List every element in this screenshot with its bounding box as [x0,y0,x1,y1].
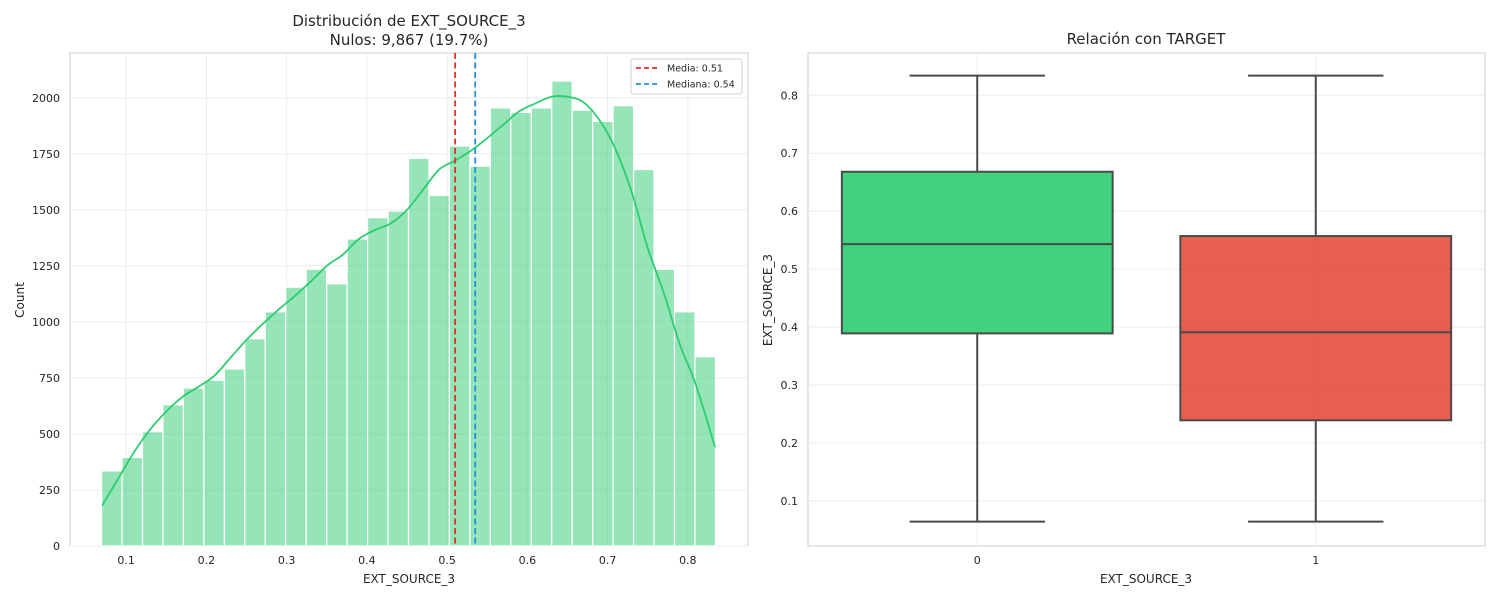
x-tick-label: 0.7 [599,554,617,567]
histogram-bar [448,145,471,547]
box-1 [1179,74,1453,523]
y-tick-label: 750 [39,372,60,385]
y-tick-label: 1000 [32,316,60,329]
histogram-bar [428,194,451,547]
histogram-bar [551,80,573,547]
histogram-panel: 0.1 0.2 0.3 0.4 0.5 0.6 0.7 0.8 0 250 500 750 1000 1… [13,12,749,586]
histogram-bar [571,109,594,547]
y-tick-label: 0.3 [781,379,799,392]
histogram-bar [141,431,164,547]
box-body [840,170,1114,335]
y-tick-label: 1750 [32,148,60,161]
histogram-bar [694,356,717,547]
histogram-y-ticks: 0 250 500 750 1000 1250 1500 1750 2000 [32,92,60,553]
histogram-bar [653,268,676,547]
x-tick-label: 1 [1312,554,1319,567]
y-tick-label: 0.5 [781,263,799,276]
y-tick-label: 0 [53,540,60,553]
y-tick-label: 250 [39,484,60,497]
histogram-bar [612,105,635,547]
legend-box [630,58,743,95]
y-tick-label: 0.6 [781,205,799,218]
histogram-bar [530,107,553,547]
histogram-bar [101,470,123,547]
histogram-y-label: Count [13,282,27,318]
y-tick-label: 0.2 [781,437,799,450]
y-tick-label: 0.1 [781,495,799,508]
histogram-bar [632,168,655,547]
histogram-bar [592,120,614,547]
boxplot-y-label: EXT_SOURCE_3 [761,254,775,346]
y-tick-label: 2000 [32,92,60,105]
histogram-bar [387,210,410,547]
x-tick-label: 0.6 [519,554,537,567]
histogram-bar [244,338,266,547]
kde-curve [101,95,716,507]
box-body [1179,235,1453,422]
histogram-title: Distribución de EXT_SOURCE_3 [292,12,525,31]
x-tick-label: 0.3 [278,554,296,567]
legend-label-median: Mediana: 0.54 [667,80,735,91]
box-0 [840,74,1114,523]
histogram-bar [366,217,389,547]
histogram-bar [285,286,307,547]
histogram-bar [489,107,512,547]
kde-line [101,95,716,507]
boxplot-boxes [840,74,1453,523]
x-tick-label: 0.1 [117,554,135,567]
histogram-bars [101,80,717,547]
x-tick-label: 0.4 [358,554,376,567]
y-tick-label: 0.8 [781,89,799,102]
histogram-bar [182,387,205,547]
histogram-bar [510,111,532,547]
y-tick-label: 0.4 [781,321,799,334]
histogram-subtitle: Nulos: 9,867 (19.7%) [330,31,489,49]
y-tick-label: 0.7 [781,147,799,160]
histogram-bar [326,283,348,547]
histogram-bar [673,311,696,547]
x-tick-label: 0.5 [438,554,456,567]
histogram-bar [407,157,430,547]
y-tick-label: 1500 [32,204,60,217]
y-tick-label: 1250 [32,260,60,273]
legend-label-mean: Media: 0.51 [667,64,723,75]
histogram-x-label: EXT_SOURCE_3 [363,572,455,586]
histogram-bar [203,379,225,547]
boxplot-x-label: EXT_SOURCE_3 [1100,572,1192,586]
histogram-bar [469,165,491,547]
histogram-bar [346,238,369,547]
legend: Media: 0.51 Mediana: 0.54 [630,58,743,95]
x-tick-label: 0 [974,554,981,567]
histogram-bar [264,311,287,547]
histogram-bar [305,268,328,547]
histogram-bar [121,456,144,547]
boxplot-title: Relación con TARGET [1067,30,1227,48]
x-tick-label: 0.2 [198,554,216,567]
x-tick-label: 0.8 [679,554,697,567]
y-tick-label: 500 [39,428,60,441]
histogram-x-ticks: 0.1 0.2 0.3 0.4 0.5 0.6 0.7 0.8 [117,554,696,567]
reference-lines [454,53,477,546]
histogram-bar [223,368,246,547]
histogram-bar [162,404,185,547]
boxplot-y-ticks: 0.1 0.2 0.3 0.4 0.5 0.6 0.7 0.8 [781,89,799,508]
